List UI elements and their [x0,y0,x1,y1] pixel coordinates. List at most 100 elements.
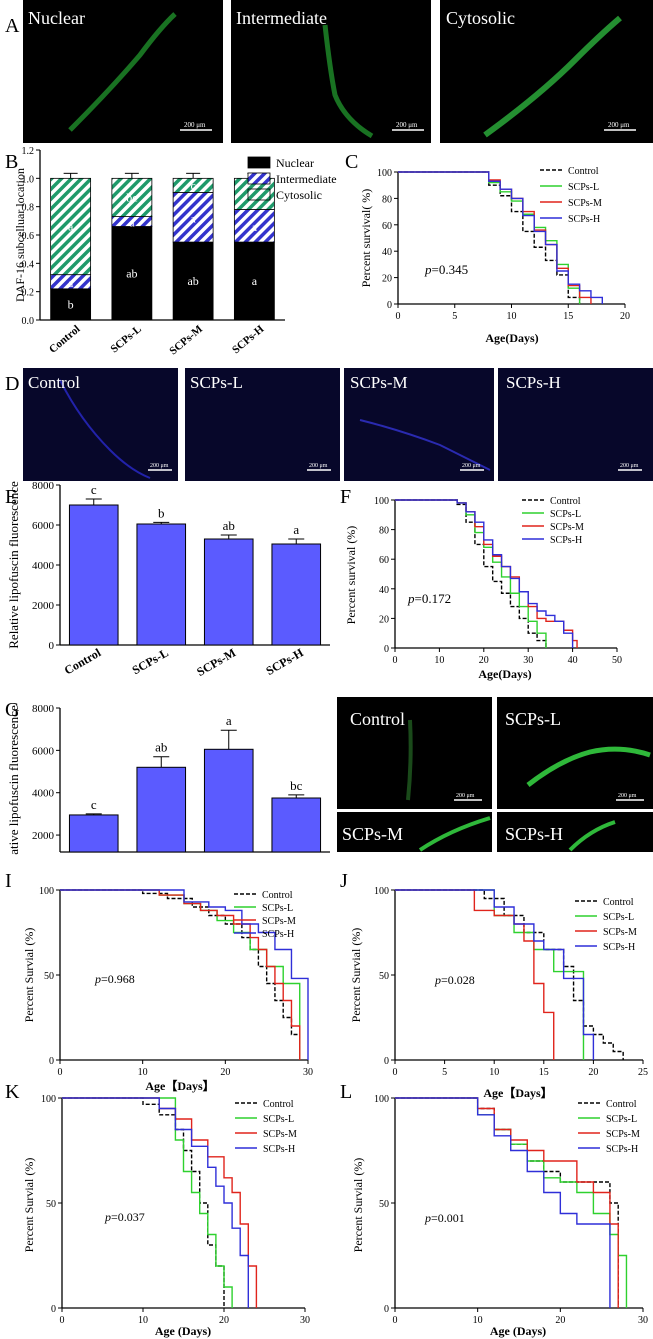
y-tick-label: 6000 [32,520,55,532]
h-label-scps-h: SCPs-H [505,824,563,844]
series-line-scps-h [62,1097,249,1308]
chart-e-bar: 0 2000 4000 6000 8000 c Control b SCPs-L ab SCPs-M… [6,480,330,679]
scale-label: 200 μm [620,463,639,469]
x-tick-label: 20 [219,1315,229,1326]
x-tick-label: 0 [58,1067,63,1078]
panel-letter-f: F [340,486,351,508]
h-label-control: Control [350,709,405,729]
x-tick-label: 0 [393,1315,398,1326]
label-nuclear: Nuclear [28,8,85,28]
x-axis-label-paren: 】 [541,1085,553,1100]
x-tick-label: 30 [303,1067,313,1078]
legend-label: SCPs-H [603,942,635,953]
x-tick-label: 20 [620,311,630,322]
y-tick-label: 80 [382,194,392,205]
scale-label: 200 μm [462,463,481,469]
chart-c-survival: 0 5 10 15 20 0 20 40 60 80 100 Control SCPs-L SCPs-M S… [359,166,630,345]
x-axis-label-part: Age [145,1079,166,1093]
y-tick-label: 0 [387,300,392,311]
y-tick-label: 2000 [32,830,55,842]
x-tick-label: 30 [523,655,533,666]
x-tick-label: 20 [479,655,489,666]
worm-shape [568,820,616,852]
y-axis-label: ative lipofuscin fluorescence [6,705,21,855]
y-tick-label: 6000 [32,745,55,757]
y-tick-label: 4000 [32,788,55,800]
y-axis-label: Percent survival (%) [344,526,358,625]
legend-label: SCPs-H [606,1144,638,1155]
y-tick-label: 0 [384,1056,389,1067]
micrograph-d-scps-m [344,368,494,481]
scale-label: 200 μm [456,793,475,799]
y-axis-label: Percent Survial (%) [349,928,363,1023]
p-value-text: =0.172 [415,591,452,606]
y-tick-label: 8000 [32,703,55,715]
y-tick-label: 2000 [32,600,55,612]
bar-scps-l [136,766,187,853]
x-axis-label-paren: 【 [165,1078,177,1093]
y-tick-label: 0.6 [22,231,35,242]
h-label-scps-l: SCPs-L [505,709,561,729]
micrograph-d-scps-l [185,368,340,481]
panel-d-images: Control SCPs-L SCPs-M SCPs-H 200 μm 200 … [23,368,653,481]
panel-letter-a: A [5,15,20,37]
p-value: p=0.968 [94,972,135,986]
x-axis-label-unit: Days [177,1079,203,1093]
y-tick-label: 0.2 [22,288,35,299]
legend-label: SCPs-M [603,927,637,938]
legend-label: Nuclear [276,156,314,170]
legend-label: SCPs-M [550,522,584,533]
panel-letter-k: K [5,1081,20,1103]
micrograph-d-scps-h [498,368,653,481]
y-tick-label: 50 [379,1199,389,1210]
label-cytosolic: Cytosolic [446,8,515,28]
legend-label: Control [603,897,634,908]
y-tick-label: 4000 [32,560,55,572]
worm-shape [59,379,151,479]
legend-label: Control [263,1099,294,1110]
x-axis-label: Age【Days】 [145,1078,214,1093]
y-tick-label: 100 [374,886,389,897]
worm-shape [359,419,491,471]
p-value-text: =0.968 [101,972,135,986]
y-tick-label: 100 [41,1094,56,1105]
y-axis-label: DAF-16 subcelluar location [13,168,27,302]
panel-letter-d: D [5,373,19,395]
x-axis-label: Age(Days) [478,667,531,681]
bar-scps-m [203,538,254,646]
worm-shape [406,719,413,801]
stack-nuclear [233,241,275,321]
y-tick-label: 50 [379,971,389,982]
x-tick-label: 0 [393,655,398,666]
worm-shape [68,12,177,132]
legend-label: SCPs-L [262,903,293,914]
legend-label: SCPs-M [606,1129,640,1140]
stack-cytosolic [111,177,153,217]
x-axis-label: Age【Days】 [483,1085,552,1100]
legend-label: SCPs-L [263,1114,294,1125]
legend-swatch [247,156,271,169]
panel-h-images: Control SCPs-L SCPs-M SCPs-H 200 μm 200 … [337,697,653,852]
y-tick-label: 100 [374,1094,389,1105]
p-value: p=0.028 [434,973,475,987]
bar-scps-l [136,523,187,646]
legend-swatch [247,188,271,201]
p-value: p=0.001 [424,1211,465,1225]
significance-letter: ab [126,266,137,280]
y-tick-label: 50 [44,971,54,982]
y-tick-label: 60 [382,221,392,232]
p-value-text: =0.345 [432,262,469,277]
series-line-scps-h [60,889,309,1060]
significance-letter: a [68,276,74,290]
x-tick-label: 10 [434,655,444,666]
y-tick-label: 100 [377,168,392,179]
p-value: p=0.037 [104,1210,145,1224]
y-tick-label: 100 [374,496,389,507]
h-label-scps-m: SCPs-M [342,824,403,844]
significance-letter: b [68,297,74,311]
y-axis-label: Percent Survial (%) [22,1158,36,1253]
x-tick-label: 10 [473,1315,483,1326]
scale-label: 200 μm [309,463,328,469]
legend-label: Control [550,496,581,507]
